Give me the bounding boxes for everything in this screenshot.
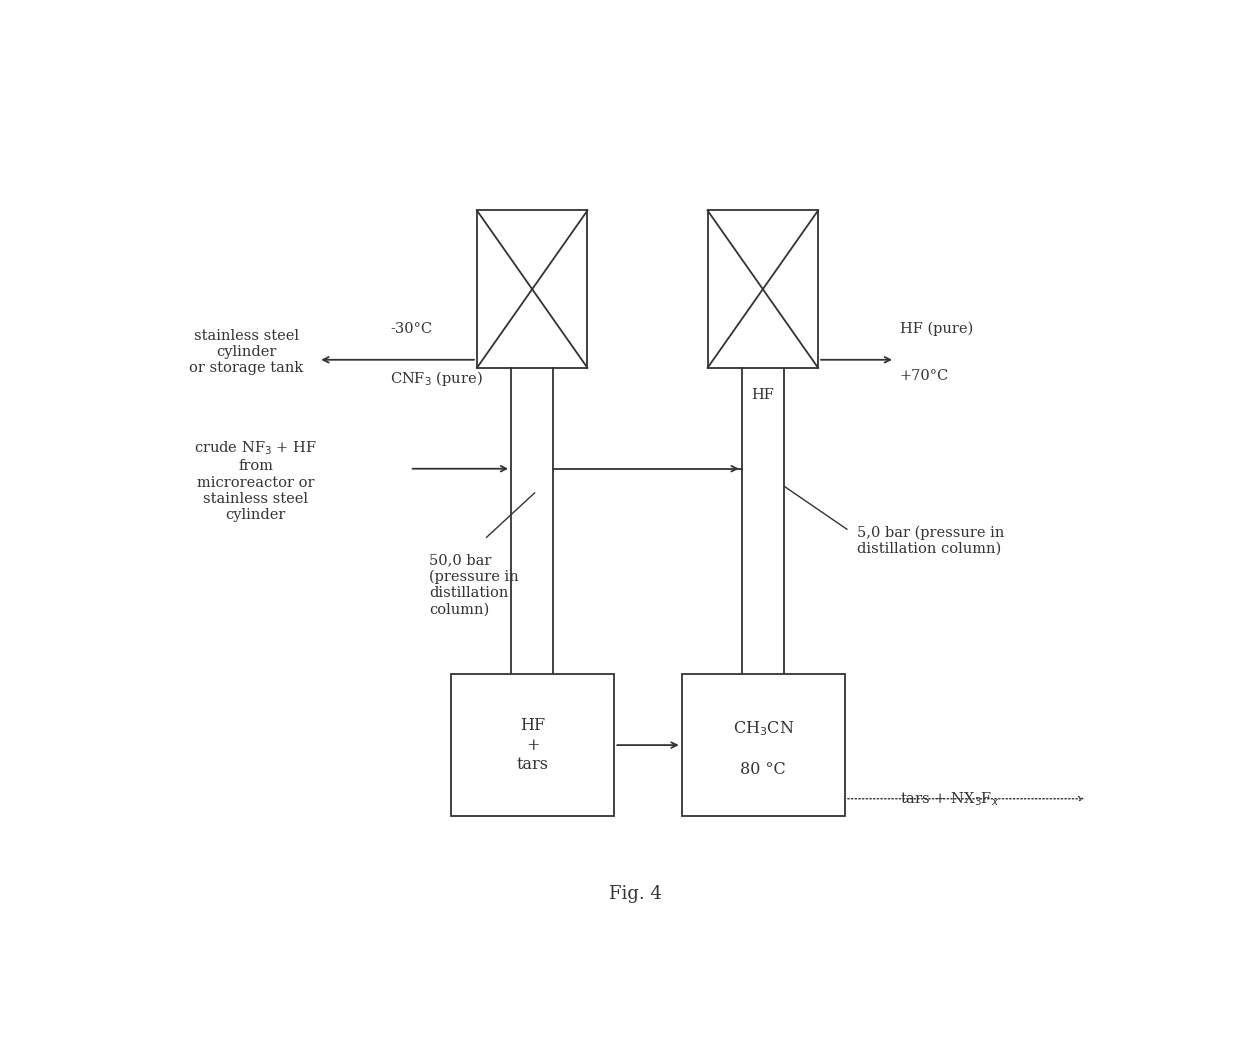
Text: stainless steel
cylinder
or storage tank: stainless steel cylinder or storage tank: [190, 328, 304, 375]
Bar: [451, 675, 614, 815]
Text: CNF$_3$ (pure): CNF$_3$ (pure): [391, 370, 484, 389]
Text: HF (pure): HF (pure): [900, 321, 973, 335]
Text: +70°C: +70°C: [900, 370, 949, 384]
Bar: [477, 211, 588, 368]
Text: Fig. 4: Fig. 4: [609, 885, 662, 903]
Text: HF
+
tars: HF + tars: [517, 717, 548, 773]
Text: tars + NX$_3$F$_x$: tars + NX$_3$F$_x$: [900, 790, 999, 808]
Text: -30°C: -30°C: [391, 322, 433, 335]
Bar: [708, 211, 818, 368]
Bar: [682, 675, 844, 815]
Text: 5,0 bar (pressure in
distillation column): 5,0 bar (pressure in distillation column…: [857, 525, 1004, 555]
Text: 50,0 bar
(pressure in
distillation
column): 50,0 bar (pressure in distillation colum…: [429, 553, 518, 616]
Text: HF: HF: [751, 388, 774, 402]
Text: CH$_3$CN: CH$_3$CN: [733, 720, 794, 738]
Text: 80 °C: 80 °C: [740, 761, 786, 778]
Text: crude NF$_3$ + HF
from
microreactor or
stainless steel
cylinder: crude NF$_3$ + HF from microreactor or s…: [195, 439, 317, 522]
